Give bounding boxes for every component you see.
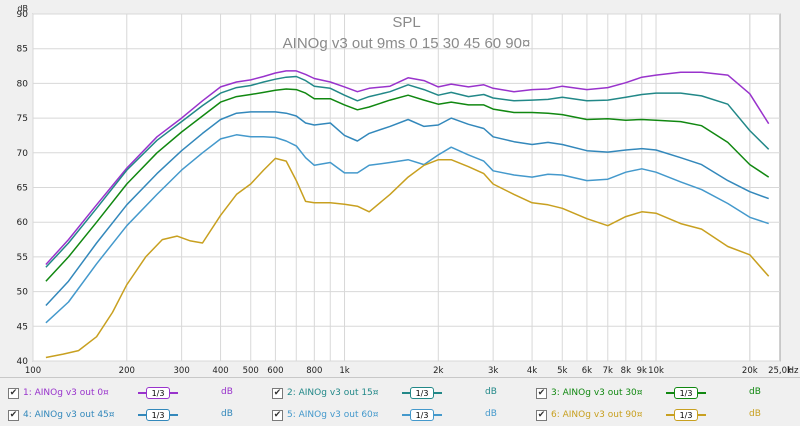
trace-visible-checkbox[interactable]: ✔ bbox=[272, 387, 283, 399]
x-tick-label: 5k bbox=[557, 366, 567, 376]
legend-item: ✔ 4: AINOg v3 out 45¤ 1/3 dB bbox=[0, 404, 264, 426]
smoothing-label: 1/3 bbox=[410, 387, 434, 399]
trace-visible-checkbox[interactable]: ✔ bbox=[8, 409, 19, 421]
y-tick-label: 80 bbox=[17, 79, 29, 89]
legend-item: ✔ 1: AINOg v3 out 0¤ 1/3 dB bbox=[0, 382, 264, 404]
legend-unit: dB bbox=[749, 387, 761, 397]
x-tick-label: 2k bbox=[433, 366, 443, 376]
chart-subtitle: AINOg v3 out 9ms 0 15 30 45 60 90¤ bbox=[283, 35, 531, 52]
grid-lines bbox=[32, 13, 780, 362]
trace-legend: ✔ 1: AINOg v3 out 0¤ 1/3 dB ✔ 2: AINOg v3 out… bbox=[0, 377, 800, 426]
series-line-4 bbox=[45, 111, 769, 307]
y-tick-label: 90 bbox=[17, 10, 29, 20]
legend-label: 4: AINOg v3 out 45¤ bbox=[23, 410, 115, 420]
smoothing-label: 1/3 bbox=[674, 387, 698, 399]
x-tick-label: 1k bbox=[339, 366, 349, 376]
smoothing-label: 1/3 bbox=[410, 409, 434, 421]
legend-unit: dB bbox=[221, 409, 233, 419]
smoothing-button[interactable]: 1/3 bbox=[138, 386, 178, 400]
x-tick-label: 400 bbox=[212, 366, 228, 376]
legend-unit: dB bbox=[485, 409, 497, 419]
smoothing-label: 1/3 bbox=[146, 387, 170, 399]
y-tick-label: 40 bbox=[17, 357, 29, 367]
smoothing-button[interactable]: 1/3 bbox=[666, 408, 706, 422]
smoothing-button[interactable]: 1/3 bbox=[138, 408, 178, 422]
smoothing-label: 1/3 bbox=[674, 409, 698, 421]
legend-unit: dB bbox=[221, 387, 233, 397]
trace-visible-checkbox[interactable]: ✔ bbox=[536, 387, 547, 399]
x-tick-label: 10k bbox=[648, 366, 664, 376]
y-tick-label: 65 bbox=[17, 184, 28, 194]
x-tick-label: 500 bbox=[243, 366, 259, 376]
x-tick-label: 600 bbox=[267, 366, 283, 376]
series-line-2 bbox=[45, 75, 770, 268]
x-tick-label: 100 bbox=[25, 366, 41, 376]
legend-label: 2: AINOg v3 out 15¤ bbox=[287, 388, 379, 398]
x-axis-unit: Hz bbox=[788, 366, 799, 376]
smoothing-button[interactable]: 1/3 bbox=[666, 386, 706, 400]
x-axis: 100 200 300 400 500 600 800 1k 2k 3k 4k 5k 6k 7k 8k 9k 1… bbox=[25, 366, 799, 376]
x-tick-label: 9k bbox=[637, 366, 647, 376]
legend-item: ✔ 6: AINOg v3 out 90¤ 1/3 dB bbox=[528, 404, 792, 426]
legend-label: 6: AINOg v3 out 90¤ bbox=[551, 410, 643, 420]
y-tick-label: 85 bbox=[17, 45, 28, 55]
x-tick-label: 3k bbox=[488, 366, 498, 376]
trace-visible-checkbox[interactable]: ✔ bbox=[272, 409, 283, 421]
legend-unit: dB bbox=[485, 387, 497, 397]
smoothing-label: 1/3 bbox=[146, 409, 170, 421]
trace-visible-checkbox[interactable]: ✔ bbox=[8, 387, 19, 399]
x-tick-label: 200 bbox=[119, 366, 135, 376]
legend-label: 3: AINOg v3 out 30¤ bbox=[551, 388, 643, 398]
y-tick-label: 70 bbox=[17, 149, 29, 159]
x-tick-label: 800 bbox=[306, 366, 322, 376]
x-tick-label: 7k bbox=[603, 366, 613, 376]
legend-item: ✔ 5: AINOg v3 out 60¤ 1/3 dB bbox=[264, 404, 528, 426]
series-line-3 bbox=[45, 88, 770, 282]
trace-visible-checkbox[interactable]: ✔ bbox=[536, 409, 547, 421]
y-tick-label: 75 bbox=[17, 114, 28, 124]
series-group bbox=[45, 70, 770, 359]
y-tick-label: 45 bbox=[17, 322, 28, 332]
x-tick-label: 6k bbox=[582, 366, 592, 376]
series-line-6 bbox=[45, 157, 770, 359]
legend-item: ✔ 3: AINOg v3 out 30¤ 1/3 dB bbox=[528, 382, 792, 404]
y-tick-label: 60 bbox=[17, 218, 29, 228]
x-tick-label: 8k bbox=[621, 366, 631, 376]
legend-label: 5: AINOg v3 out 60¤ bbox=[287, 410, 379, 420]
x-tick-label: 20k bbox=[742, 366, 758, 376]
legend-unit: dB bbox=[749, 409, 761, 419]
x-tick-label: 300 bbox=[174, 366, 190, 376]
x-tick-label: 25,0k bbox=[768, 366, 792, 376]
legend-item: ✔ 2: AINOg v3 out 15¤ 1/3 dB bbox=[264, 382, 528, 404]
y-axis-label: dB bbox=[17, 4, 28, 13]
y-tick-label: 50 bbox=[17, 288, 29, 298]
chart-title: SPL bbox=[392, 14, 420, 31]
smoothing-button[interactable]: 1/3 bbox=[402, 408, 442, 422]
smoothing-button[interactable]: 1/3 bbox=[402, 386, 442, 400]
x-tick-label: 4k bbox=[527, 366, 537, 376]
series-line-1 bbox=[45, 70, 770, 266]
series-line-5 bbox=[45, 134, 769, 324]
y-tick-label: 55 bbox=[17, 253, 28, 263]
legend-label: 1: AINOg v3 out 0¤ bbox=[23, 388, 109, 398]
